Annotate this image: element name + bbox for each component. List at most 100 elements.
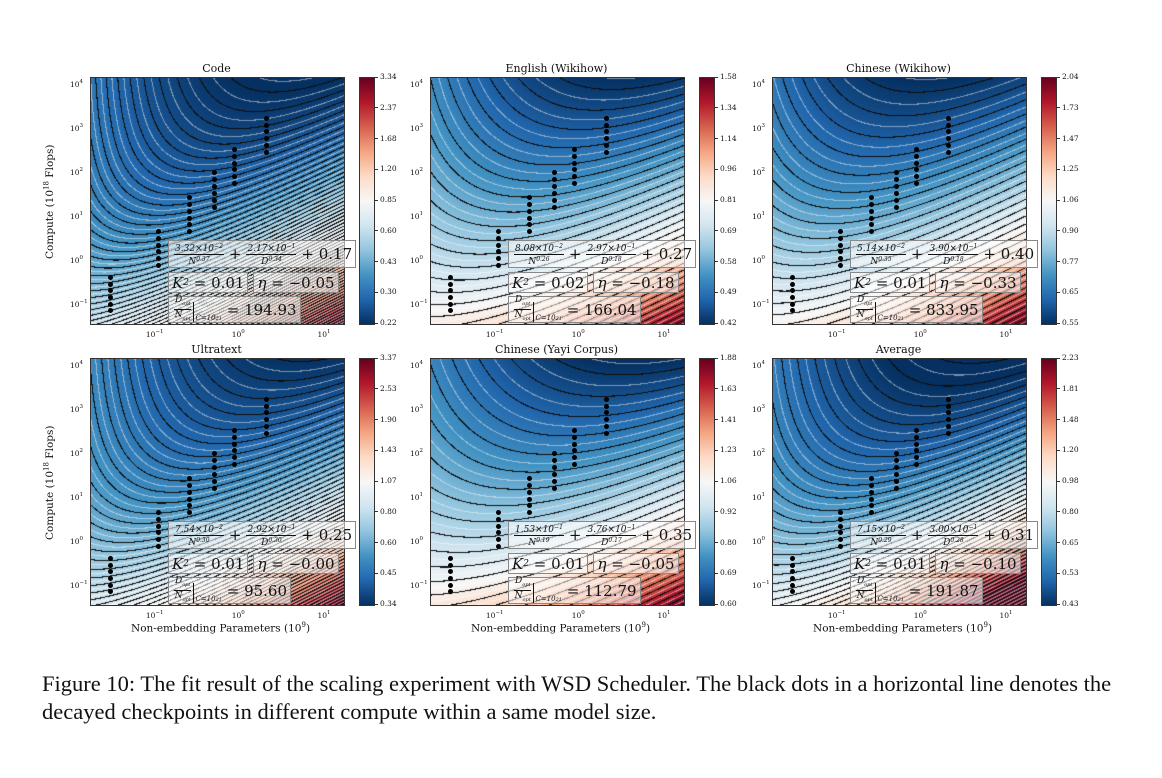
var: D	[601, 537, 609, 548]
sub: opt	[522, 315, 531, 322]
eq: =	[870, 273, 894, 292]
checkpoint-dot	[232, 427, 238, 433]
eq: =	[903, 581, 927, 600]
ratio-value: 166.04	[584, 300, 637, 319]
tick-base: 10	[70, 299, 80, 309]
checkpoint-dot	[868, 208, 874, 214]
tick-exponent: 4	[419, 360, 424, 367]
tick-base: 10	[410, 580, 420, 590]
checkpoint-dot	[572, 181, 578, 187]
checkpoint-dot	[232, 462, 238, 468]
eq: =	[221, 300, 245, 319]
tick-base: 10	[827, 611, 838, 620]
checkpoint-dot	[552, 183, 558, 189]
tick-base: 10	[145, 330, 156, 339]
eta-box: η = −0.10	[935, 553, 1021, 574]
denominator: D0.17	[601, 536, 622, 548]
numerator: 3.00×10−1	[928, 523, 979, 536]
y-tick-label: 103	[70, 403, 83, 414]
checkpoint-dot	[155, 249, 161, 255]
checkpoint-dot	[107, 301, 113, 307]
denominator: Nopt	[515, 310, 531, 324]
checkpoint-dot	[232, 441, 238, 447]
checkpoint-dot	[447, 575, 453, 581]
tick-exponent: 0	[581, 610, 585, 616]
colorbar-tick-label: 1.20	[375, 165, 397, 173]
y-tick-label: 10−1	[410, 579, 428, 590]
colorbar-tick-label: 1.48	[1057, 415, 1079, 424]
checkpoint-dot	[552, 197, 558, 203]
denominator: D0.18	[601, 255, 622, 267]
checkpoint-dot	[868, 509, 874, 515]
var: D	[943, 537, 951, 548]
checkpoint-dot	[789, 294, 795, 300]
tick-base: 10	[70, 405, 80, 415]
checkpoint-dot	[604, 115, 610, 121]
sub: opt	[864, 315, 873, 322]
ratio-box: Dopt Nopt C=10 21 = 166.04	[508, 295, 641, 324]
k-symbol: K	[512, 273, 524, 292]
y-tick-label: 103	[410, 122, 423, 133]
constant-term: + 0.25	[301, 526, 353, 544]
checkpoint-dot	[232, 448, 238, 454]
colorbar-tick-label: 1.63	[715, 384, 737, 393]
checkpoint-dot	[914, 448, 920, 454]
checkpoint-dot	[604, 143, 610, 149]
eta-box: η = −0.05	[253, 272, 339, 293]
colorbar-tick-label: 0.81	[715, 196, 737, 204]
checkpoint-dot	[914, 462, 920, 468]
numerator: Dopt	[856, 576, 874, 591]
checkpoint-dot	[495, 523, 501, 529]
k-symbol: K	[854, 554, 866, 573]
y-tick-label: 102	[410, 166, 423, 177]
tick-base: 10	[752, 212, 762, 222]
checkpoint-dot	[232, 160, 238, 166]
tick-exponent: −1	[79, 298, 88, 305]
coef-exp: −2	[214, 523, 223, 531]
tick-exponent: −1	[495, 610, 504, 616]
checkpoint-dot	[868, 483, 874, 489]
coef-exp: −1	[554, 523, 563, 531]
at-exp: 21	[555, 597, 562, 603]
checkpoint-dot	[946, 150, 952, 156]
checkpoint-dot	[526, 208, 532, 214]
checkpoint-dot	[572, 167, 578, 173]
y-tick-label: 103	[752, 122, 765, 133]
colorbar-tick-label: 1.41	[715, 415, 737, 424]
tick-exponent: −1	[419, 579, 428, 586]
at-exp: 21	[215, 316, 222, 322]
numerator: Dopt	[514, 576, 532, 591]
tick-base: 10	[70, 168, 80, 178]
denominator: N0.30	[188, 536, 209, 548]
x-tick-label: 10−1	[146, 609, 164, 620]
var: N	[188, 256, 197, 267]
colorbar-tick-label: 0.80	[715, 538, 737, 547]
checkpoint-dot	[155, 544, 161, 550]
sub: opt	[522, 301, 531, 307]
k2-value: 0.01	[893, 554, 927, 573]
checkpoint-dot	[572, 174, 578, 180]
checkpoint-dot	[186, 509, 192, 515]
colorbar-tick-label: 0.49	[715, 288, 737, 296]
denominator: N0.26	[528, 255, 549, 267]
term-d: 3.90×10−1 D0.18	[928, 242, 979, 267]
colorbar-tick-label: 0.43	[375, 257, 397, 266]
checkpoint-dot	[914, 167, 920, 173]
checkpoint-dot	[552, 204, 558, 210]
checkpoint-dot	[264, 129, 270, 135]
tick-base: 10	[70, 124, 80, 134]
checkpoint-dot	[789, 582, 795, 588]
term-n: 1.53×10−1 N0.19	[514, 523, 564, 548]
d-opt: D	[857, 576, 865, 587]
colorbar-tick-label: 0.65	[1057, 538, 1079, 547]
checkpoint-dot	[447, 569, 453, 575]
checkpoint-dot	[789, 556, 795, 562]
checkpoint-dot	[526, 202, 532, 208]
checkpoint-dot	[155, 263, 161, 269]
ratio-fraction: Dopt Nopt	[514, 576, 532, 605]
checkpoint-dot	[604, 424, 610, 430]
checkpoint-dot	[212, 478, 218, 484]
checkpoint-dot	[447, 308, 453, 314]
checkpoint-dot	[868, 489, 874, 495]
checkpoint-dot	[186, 228, 192, 234]
